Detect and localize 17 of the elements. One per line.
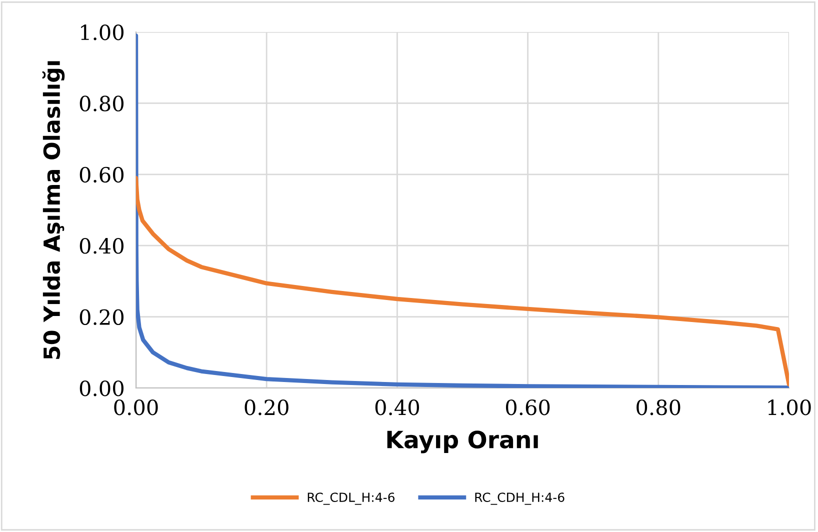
legend-label: RC_CDH_H:4-6 [475,492,564,505]
legend-label: RC_CDL_H:4-6 [308,492,394,505]
y-tick-label: 0.80 [80,96,124,112]
x-tick-label: 1.00 [768,399,811,416]
x-tick-label: 0.20 [244,399,288,416]
x-tick-label: 0.00 [114,399,158,416]
y-tick-label: 0.00 [80,380,124,396]
y-tick-label: 0.60 [80,166,124,183]
line-series [136,33,789,388]
y-axis-title: 50 Yılda Aşılma Olasılığı [42,61,65,359]
x-axis-title: Kayıp Oranı [387,430,538,454]
y-tick-label: 0.40 [80,238,124,254]
y-tick-label: 1.00 [81,24,124,40]
x-tick-label: 0.60 [506,399,550,416]
x-tick-label: 0.40 [375,399,420,416]
x-tick-label: 0.80 [636,399,680,416]
y-tick-label: 0.20 [80,309,124,326]
